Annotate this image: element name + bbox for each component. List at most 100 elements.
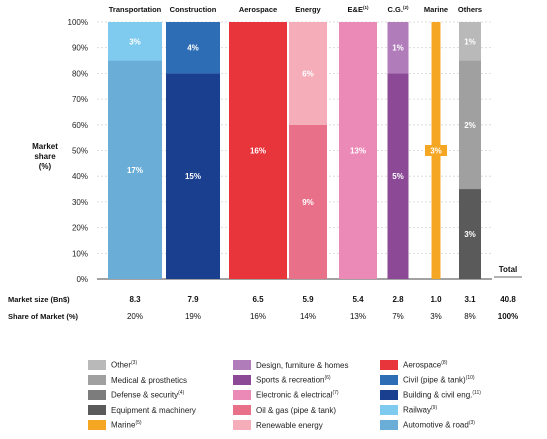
- legend-label: Electronic & electrical(7): [256, 390, 339, 400]
- legend-swatch: [380, 405, 398, 415]
- legend-label: Medical & prosthetics: [111, 375, 188, 385]
- legend-label: Other(3): [111, 360, 138, 370]
- legend-swatch: [88, 420, 106, 430]
- bar-segment: [387, 73, 409, 280]
- bar-segment: [166, 73, 220, 280]
- legend-label: Aerospace(8): [403, 360, 448, 370]
- row-value: 13%: [350, 312, 366, 321]
- legend-label: Defense & security(4): [111, 390, 185, 400]
- legend-item: Railway(9): [380, 403, 437, 417]
- legend-item: Building & civil eng.(11): [380, 388, 481, 402]
- row-value: 8%: [464, 312, 476, 321]
- row-value: 5.9: [302, 295, 314, 304]
- legend-item: Aerospace(8): [380, 358, 447, 372]
- legend-swatch: [233, 420, 251, 430]
- legend-item: Design, furniture & homes: [233, 358, 349, 372]
- legend-item: Defense & security(4): [88, 388, 184, 402]
- legend-item: Medical & prosthetics: [88, 373, 187, 387]
- legend-swatch: [88, 390, 106, 400]
- y-tick-label: 20%: [72, 224, 88, 233]
- legend-label: Design, furniture & homes: [256, 360, 349, 370]
- category-label: Others: [458, 5, 482, 14]
- legend-swatch: [233, 360, 251, 370]
- row-label: Market size (Bn$): [8, 295, 70, 304]
- legend-swatch: [88, 360, 106, 370]
- row-value: 20%: [127, 312, 143, 321]
- data-label: 5%: [392, 172, 404, 181]
- bar-segment: [387, 22, 409, 74]
- legend-swatch: [233, 405, 251, 415]
- bar-segment: [229, 22, 287, 279]
- category-label: C.G.(2): [388, 5, 409, 14]
- bar-segment: [166, 22, 220, 74]
- y-tick-label: 10%: [72, 249, 88, 258]
- row-label: Share of Market (%): [8, 312, 79, 321]
- row-value: 8.3: [129, 295, 141, 304]
- legend-label: Civil (pipe & tank)(10): [403, 375, 475, 385]
- legend-swatch: [380, 420, 398, 430]
- category-label: Energy: [295, 5, 321, 14]
- y-tick-label: 40%: [72, 172, 88, 181]
- legend-label: Equipment & machinery: [111, 405, 196, 415]
- category-label: Construction: [170, 5, 217, 14]
- data-label: 1%: [392, 44, 404, 53]
- data-label: 13%: [350, 147, 366, 156]
- legend-label: Renewable energy: [256, 420, 323, 430]
- data-label-background: [425, 145, 447, 156]
- bar-segment: [289, 22, 327, 125]
- row-value: 14%: [300, 312, 316, 321]
- legend-swatch: [380, 360, 398, 370]
- bar-segment: [108, 60, 162, 279]
- bar-segment: [339, 22, 377, 279]
- category-label: Marine: [424, 5, 448, 14]
- category-label: Transportation: [109, 5, 162, 14]
- row-value: 7%: [392, 312, 404, 321]
- y-tick-label: 80%: [72, 69, 88, 78]
- legend-swatch: [380, 375, 398, 385]
- legend-item: Oil & gas (pipe & tank): [233, 403, 336, 417]
- data-label: 3%: [129, 37, 141, 46]
- legend-item: Automotive & road(3): [380, 418, 475, 432]
- bar-segment: [459, 189, 481, 279]
- row-value: 16%: [250, 312, 266, 321]
- data-label: 6%: [302, 69, 314, 78]
- row-total: 40.8: [500, 295, 516, 304]
- y-tick-label: 50%: [72, 147, 88, 156]
- total-header: Total: [499, 265, 518, 274]
- data-label: 16%: [250, 147, 266, 156]
- y-tick-label: 0%: [76, 275, 88, 284]
- legend-swatch: [88, 375, 106, 385]
- legend-item: Civil (pipe & tank)(10): [380, 373, 475, 387]
- data-label: 3%: [430, 147, 442, 156]
- bar-segment: [459, 22, 481, 61]
- legend-item: Renewable energy: [233, 418, 323, 432]
- row-value: 19%: [185, 312, 201, 321]
- legend-swatch: [380, 390, 398, 400]
- y-tick-label: 30%: [72, 198, 88, 207]
- row-total: 100%: [498, 312, 518, 321]
- legend-label: Building & civil eng.(11): [403, 390, 481, 400]
- data-label: 1%: [464, 37, 476, 46]
- legend-swatch: [233, 390, 251, 400]
- legend-label: Sports & recreation(6): [256, 375, 331, 385]
- legend-swatch: [88, 405, 106, 415]
- row-value: 3%: [430, 312, 442, 321]
- y-tick-label: 60%: [72, 121, 88, 130]
- legend-item: Marine(5): [88, 418, 142, 432]
- legend-swatch: [233, 375, 251, 385]
- row-value: 5.4: [352, 295, 364, 304]
- row-value: 3.1: [464, 295, 476, 304]
- legend-item: Equipment & machinery: [88, 403, 196, 417]
- data-label: 3%: [464, 230, 476, 239]
- legend-label: Oil & gas (pipe & tank): [256, 405, 337, 415]
- chart-legend: Other(3) Medical & prosthetics Defense & s…: [88, 358, 518, 434]
- bar-segment: [289, 124, 327, 279]
- row-value: 2.8: [392, 295, 404, 304]
- row-value: 1.0: [430, 295, 442, 304]
- legend-label: Automotive & road(3): [403, 420, 475, 430]
- data-label: 2%: [464, 121, 476, 130]
- y-tick-label: 70%: [72, 95, 88, 104]
- category-label: Aerospace: [239, 5, 277, 14]
- y-tick-label: 100%: [68, 18, 88, 27]
